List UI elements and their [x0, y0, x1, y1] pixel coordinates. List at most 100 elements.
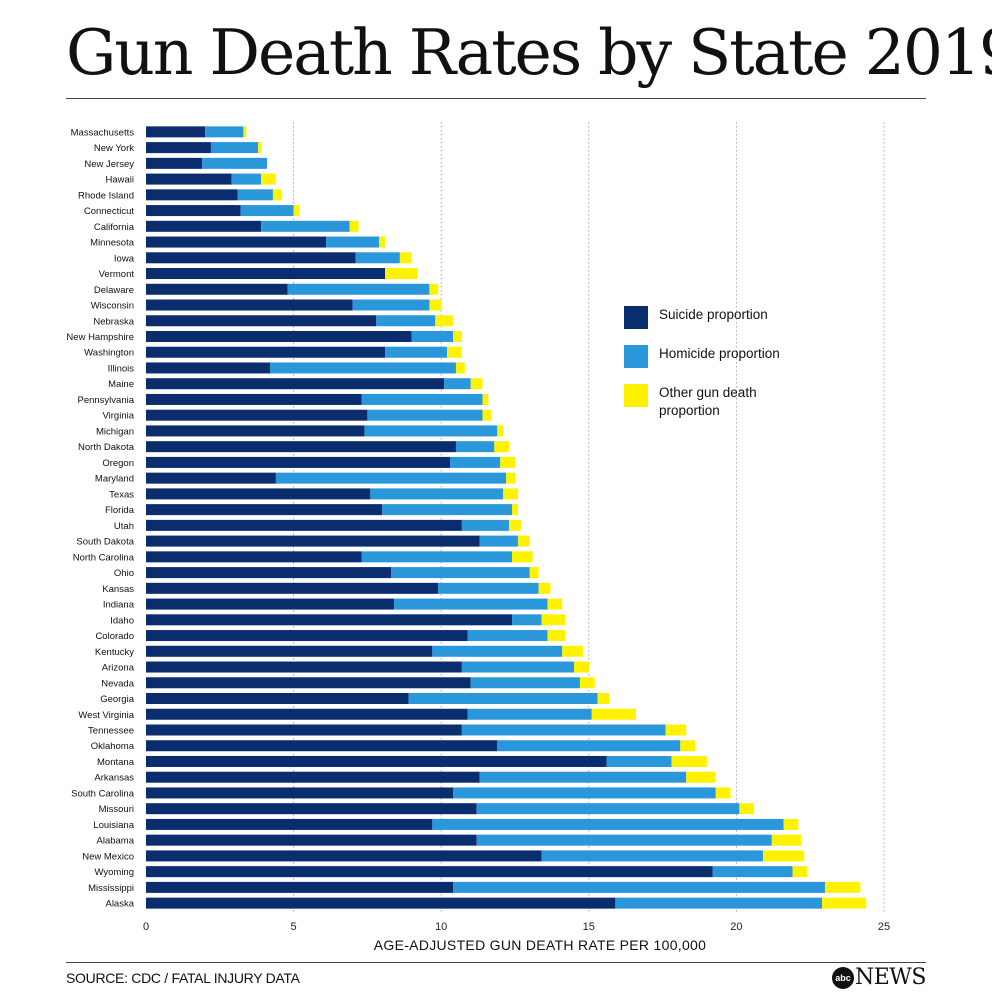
- category-label: Indiana: [103, 600, 135, 611]
- bar-segment: [146, 315, 377, 327]
- category-label: Hawaii: [105, 175, 134, 186]
- bar-segment: [461, 724, 666, 736]
- bar-segment: [146, 630, 468, 642]
- category-label: Colorado: [95, 631, 134, 642]
- category-label: Oregon: [102, 458, 134, 469]
- category-label: Connecticut: [84, 206, 135, 217]
- bar-segment: [562, 645, 583, 657]
- category-label: Washington: [84, 348, 134, 359]
- bar-segment: [146, 724, 462, 736]
- bar-segment: [361, 551, 513, 563]
- bar-segment: [146, 771, 480, 783]
- bar-segment: [146, 818, 433, 830]
- bar-segment: [146, 425, 365, 437]
- bar-segment: [258, 142, 262, 154]
- bar-segment: [455, 362, 465, 374]
- bar-segment: [272, 189, 282, 201]
- bar-segment: [146, 582, 439, 594]
- category-label: Georgia: [100, 694, 135, 705]
- category-label: Nebraska: [93, 316, 134, 327]
- bar-segment: [476, 834, 772, 846]
- bar-segment: [379, 236, 386, 248]
- category-label: Wisconsin: [91, 301, 134, 312]
- category-labels: Massachusetts New York New Jersey Hawaii Rho…: [66, 127, 134, 909]
- abc-news-logo: abc NEWS: [832, 965, 927, 990]
- legend-item-homicide: Homicide proportion: [624, 345, 809, 368]
- bar-segment: [385, 268, 418, 280]
- category-label: Wyoming: [94, 867, 134, 878]
- bar-segment: [429, 283, 439, 295]
- bar-segment: [146, 598, 394, 610]
- bar-segment: [293, 205, 300, 217]
- bar-segment: [146, 850, 542, 862]
- bar-segment: [146, 567, 392, 579]
- bar-segment: [269, 362, 456, 374]
- bar-segment: [615, 897, 823, 909]
- bar-segment: [574, 661, 589, 673]
- bar-segment: [453, 330, 462, 342]
- bar-segment: [146, 661, 462, 673]
- bar-segment: [429, 299, 442, 311]
- bar-segment: [461, 661, 575, 673]
- bar-segment: [146, 142, 211, 154]
- bar-segment: [399, 252, 412, 264]
- source-note: SOURCE: CDC / FATAL INJURY DATA: [66, 970, 300, 986]
- bar-segment: [243, 126, 247, 138]
- bar-segment: [665, 724, 687, 736]
- bar-segment: [275, 472, 507, 484]
- category-label: Minnesota: [90, 238, 135, 249]
- category-label: North Carolina: [73, 552, 135, 563]
- bar-segment: [509, 519, 521, 531]
- bar-segment: [146, 708, 468, 720]
- bar-segment: [202, 157, 268, 169]
- category-label: Louisiana: [93, 820, 134, 831]
- bars: [146, 126, 867, 909]
- category-label: Utah: [114, 521, 134, 532]
- category-label: Alaska: [105, 899, 134, 910]
- bar-segment: [146, 378, 445, 390]
- bar-segment: [444, 378, 471, 390]
- bar-segment: [376, 315, 436, 327]
- bar-segment: [771, 834, 802, 846]
- bar-segment: [447, 346, 462, 358]
- bar-segment: [435, 315, 454, 327]
- bar-segment: [461, 519, 510, 531]
- bar-segment: [146, 456, 451, 468]
- bar-segment: [146, 236, 327, 248]
- x-tick-label: 25: [878, 921, 890, 933]
- bar-segment: [146, 677, 471, 689]
- bar-segment: [393, 598, 548, 610]
- x-tick-label: 0: [143, 921, 149, 933]
- bar-segment: [146, 330, 412, 342]
- x-tick-label: 20: [730, 921, 742, 933]
- news-wordmark: NEWS: [855, 965, 927, 990]
- bar-segment: [792, 866, 808, 878]
- bar-segment: [822, 897, 867, 909]
- bar-segment: [146, 551, 362, 563]
- bar-segment: [470, 677, 580, 689]
- x-tick-label: 15: [583, 921, 595, 933]
- bar-segment: [597, 693, 610, 705]
- category-label: Pennsylvania: [77, 395, 134, 406]
- bar-segment: [500, 456, 515, 468]
- bar-segment: [512, 614, 542, 626]
- bar-segment: [453, 787, 716, 799]
- bar-segment: [494, 441, 510, 453]
- category-label: Florida: [105, 505, 135, 516]
- bar-segment: [146, 283, 288, 295]
- bar-segment: [146, 787, 454, 799]
- bar-segment: [497, 740, 681, 752]
- bar-segment: [391, 567, 530, 579]
- bar-segment: [287, 283, 430, 295]
- bar-segment: [146, 881, 454, 893]
- bar-segment: [261, 220, 350, 232]
- bar-segment: [467, 708, 592, 720]
- bar-segment: [146, 693, 409, 705]
- category-label: California: [94, 222, 135, 233]
- bar-segment: [146, 189, 238, 201]
- legend-label-other: Other gun death proportion: [659, 385, 757, 418]
- bar-segment: [146, 346, 386, 358]
- bar-segment: [237, 189, 273, 201]
- bar-segment: [364, 425, 498, 437]
- bar-segment: [517, 535, 530, 547]
